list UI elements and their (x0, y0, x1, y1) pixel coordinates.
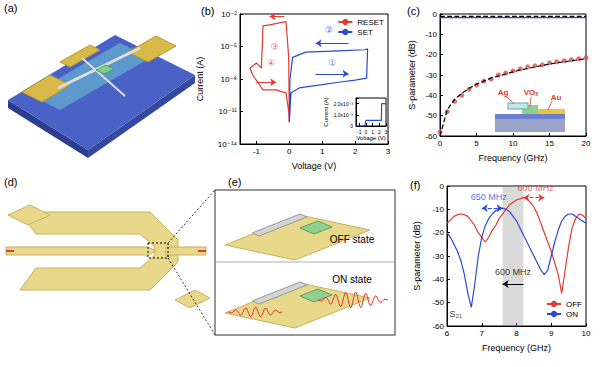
svg-text:Current (A): Current (A) (195, 57, 205, 102)
svg-text:-1: -1 (253, 147, 261, 156)
svg-text:10: 10 (509, 139, 518, 148)
svg-text:20: 20 (582, 139, 591, 148)
svg-text:-50: -50 (432, 298, 444, 307)
svg-text:OFF state: OFF state (330, 234, 375, 245)
svg-text:0: 0 (350, 123, 353, 129)
svg-text:600 MHz: 600 MHz (518, 183, 555, 193)
svg-text:2: 2 (378, 129, 381, 135)
svg-text:Frequency (GHz): Frequency (GHz) (482, 343, 551, 353)
svg-text:0: 0 (287, 147, 292, 156)
svg-text:9: 9 (549, 329, 554, 338)
svg-text:-20: -20 (425, 50, 437, 59)
svg-text:S-parameter (dB): S-parameter (dB) (407, 40, 417, 110)
svg-text:Voltage (V): Voltage (V) (292, 161, 337, 171)
svg-text:ON state: ON state (332, 274, 372, 285)
svg-text:S-parameter (dB): S-parameter (dB) (412, 221, 422, 291)
svg-text:2: 2 (353, 147, 358, 156)
svg-text:SET: SET (357, 28, 373, 37)
svg-text:VOₓ: VOₓ (524, 88, 539, 97)
svg-text:0: 0 (440, 182, 445, 191)
svg-text:③: ③ (270, 42, 278, 52)
svg-text:3: 3 (386, 147, 391, 156)
svg-text:-40: -40 (425, 91, 437, 100)
svg-text:-1: -1 (357, 129, 362, 135)
svg-text:10⁻¹⁴: 10⁻¹⁴ (218, 140, 238, 149)
svg-text:②: ② (325, 25, 333, 35)
svg-text:1.0x10⁻³: 1.0x10⁻³ (334, 112, 354, 118)
svg-text:-40: -40 (432, 275, 444, 284)
svg-text:650 MHz: 650 MHz (471, 192, 508, 202)
svg-text:2.0x10⁻³: 2.0x10⁻³ (334, 101, 354, 107)
svg-text:0: 0 (438, 139, 443, 148)
svg-text:Au: Au (551, 93, 562, 102)
svg-text:10⁻⁵: 10⁻⁵ (221, 42, 237, 51)
svg-text:Frequency (GHz): Frequency (GHz) (478, 153, 547, 163)
svg-text:8: 8 (514, 329, 519, 338)
svg-text:①: ① (328, 58, 336, 68)
svg-text:15: 15 (545, 139, 554, 148)
svg-text:(e): (e) (228, 176, 241, 188)
svg-text:-30: -30 (425, 71, 437, 80)
svg-text:5: 5 (474, 139, 479, 148)
svg-text:(f): (f) (410, 179, 420, 191)
svg-text:10⁻²: 10⁻² (221, 10, 237, 19)
svg-text:-10: -10 (432, 205, 444, 214)
svg-text:(d): (d) (4, 176, 17, 188)
svg-text:Current (A): Current (A) (323, 97, 329, 127)
svg-text:10⁻⁸: 10⁻⁸ (221, 75, 238, 84)
svg-text:-60: -60 (425, 132, 437, 141)
svg-text:7: 7 (480, 329, 485, 338)
svg-text:(a): (a) (4, 2, 17, 14)
svg-text:-30: -30 (432, 252, 444, 261)
svg-text:-50: -50 (425, 111, 437, 120)
svg-text:1: 1 (371, 129, 374, 135)
svg-text:S₂₁: S₂₁ (449, 309, 462, 319)
svg-text:Voltage (V): Voltage (V) (356, 135, 386, 141)
svg-text:ON: ON (566, 310, 578, 319)
svg-text:0: 0 (433, 10, 438, 19)
svg-text:OFF: OFF (566, 300, 582, 309)
svg-text:(b): (b) (201, 5, 214, 17)
svg-text:10: 10 (582, 329, 591, 338)
svg-text:④: ④ (267, 58, 275, 68)
svg-text:(c): (c) (407, 5, 420, 17)
svg-text:RESET: RESET (357, 18, 384, 27)
svg-text:-20: -20 (432, 228, 444, 237)
svg-text:0: 0 (365, 129, 368, 135)
svg-text:10⁻¹¹: 10⁻¹¹ (219, 107, 238, 116)
svg-text:1: 1 (320, 147, 325, 156)
svg-text:6: 6 (445, 329, 450, 338)
svg-text:-60: -60 (432, 322, 444, 331)
svg-text:600 MHz: 600 MHz (495, 267, 532, 277)
svg-text:Ag: Ag (498, 88, 509, 97)
svg-text:3: 3 (385, 129, 388, 135)
svg-text:-10: -10 (425, 30, 437, 39)
